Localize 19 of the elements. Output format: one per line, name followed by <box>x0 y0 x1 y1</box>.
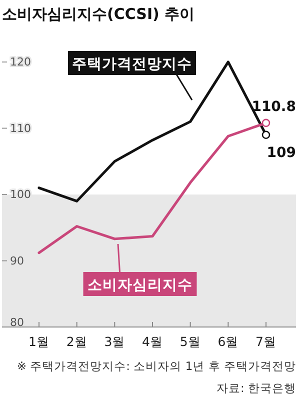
x-tick-label: 6월 <box>218 334 239 349</box>
x-tick-label: 4월 <box>142 334 163 349</box>
y-tick-label: 110 <box>10 122 31 135</box>
x-tick-label: 3월 <box>104 334 126 349</box>
legend-label: 소비자심리지수 <box>88 278 192 294</box>
y-tick-label: 80 <box>10 316 24 329</box>
y-tick-label: 100 <box>10 188 31 202</box>
x-tick-label: 7월 <box>256 334 276 349</box>
text: ※ 주택가격전망지수: 소비자의 1년 후 주택가격전망 <box>16 359 296 373</box>
text: 자료: 한국은행 <box>216 381 296 395</box>
annotation: 109 <box>266 144 296 161</box>
x-tick-label: 2월 <box>66 334 88 349</box>
annotation: 110.8 <box>252 98 296 115</box>
x-tick-label: 1월 <box>28 334 50 349</box>
x-tick-label: 5월 <box>180 334 201 349</box>
y-tick-label: 120 <box>10 56 31 69</box>
chart-title: 소비자심리지수(CCSI) 추이 <box>2 5 195 23</box>
y-tick-label: 90 <box>10 254 24 268</box>
series-label: 주택가격전망지수 <box>72 56 192 72</box>
